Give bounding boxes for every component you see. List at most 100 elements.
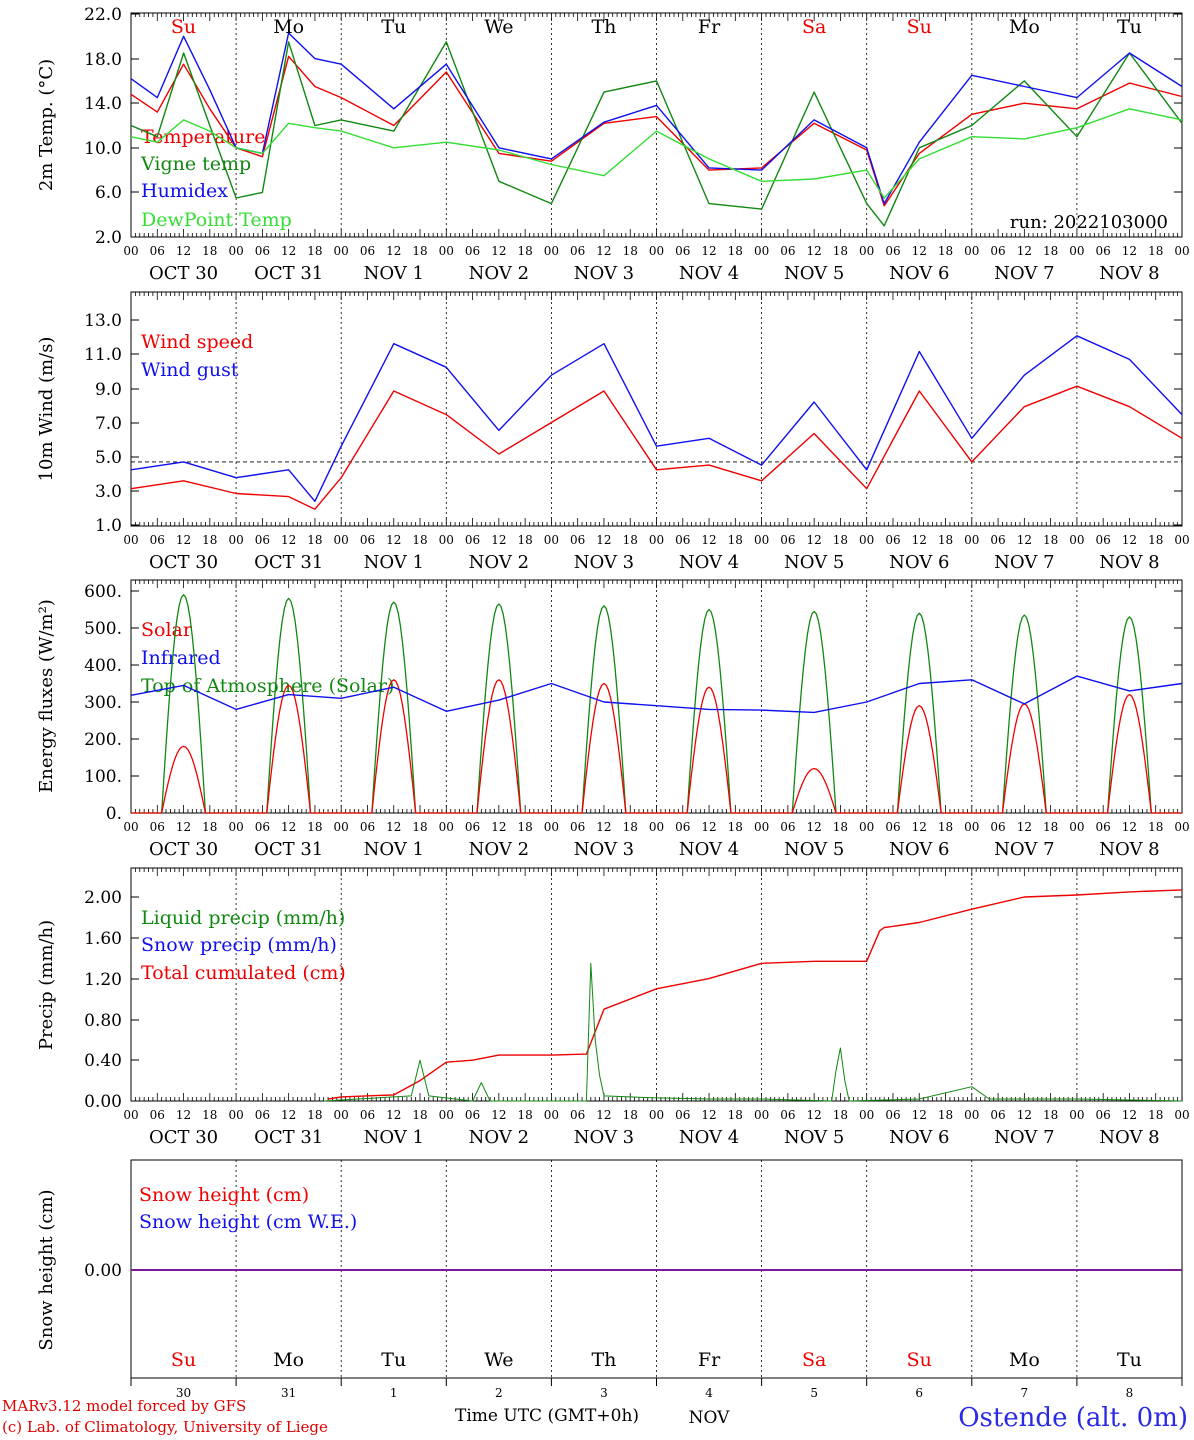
hour-tick-label: 00 — [123, 533, 138, 547]
hour-tick-label: 00 — [228, 244, 243, 258]
run-label: run: 2022103000 — [1010, 212, 1168, 233]
date-label: NOV 5 — [784, 263, 844, 284]
hour-tick-label: 18 — [728, 244, 743, 258]
date-label: NOV 1 — [364, 552, 424, 573]
date-label: NOV 3 — [574, 552, 634, 573]
hour-tick-label: 18 — [307, 1108, 322, 1122]
wind-gust-line — [130, 335, 1183, 502]
legend-entry: Vigne temp — [140, 153, 251, 175]
hour-tick-label: 18 — [728, 1108, 743, 1122]
hour-tick-label: 06 — [990, 244, 1005, 258]
hour-tick-label: 06 — [255, 244, 270, 258]
hour-tick-label: 06 — [675, 820, 690, 834]
hour-tick-label: 06 — [885, 244, 900, 258]
y-tick-label: 0.00 — [84, 1092, 122, 1112]
hour-tick-label: 12 — [491, 533, 506, 547]
day-number: 4 — [705, 1386, 713, 1400]
hour-tick-label: 18 — [202, 533, 217, 547]
y-tick-label: 0.40 — [84, 1051, 122, 1071]
date-label: NOV 8 — [1099, 839, 1159, 860]
hour-tick-label: 12 — [1017, 820, 1032, 834]
hour-tick-label: 00 — [439, 244, 454, 258]
hour-tick-label: 06 — [570, 820, 585, 834]
date-label: NOV 1 — [364, 839, 424, 860]
hour-tick-label: 06 — [675, 1108, 690, 1122]
legend-entry: Top of Atmosphere (Solar) — [141, 675, 394, 697]
date-label: NOV 6 — [889, 263, 949, 284]
hour-tick-label: 12 — [912, 244, 927, 258]
hour-tick-label: 18 — [202, 244, 217, 258]
station-label: Ostende (alt. 0m) — [958, 1403, 1188, 1433]
hour-tick-label: 06 — [1096, 820, 1111, 834]
hour-tick-label: 06 — [150, 244, 165, 258]
hour-tick-label: 00 — [123, 244, 138, 258]
hour-tick-label: 06 — [150, 1108, 165, 1122]
date-label: NOV 3 — [574, 839, 634, 860]
weekday-label: Th — [591, 16, 616, 38]
hour-tick-label: 06 — [255, 1108, 270, 1122]
total-cumulated-cm-line — [327, 889, 1183, 1100]
y-tick-label: 1.0 — [95, 516, 122, 536]
hour-tick-label: 00 — [649, 244, 664, 258]
hour-tick-label: 06 — [675, 244, 690, 258]
date-label: NOV 7 — [994, 839, 1054, 860]
hour-tick-label: 12 — [1017, 244, 1032, 258]
hour-tick-label: 00 — [1174, 1108, 1189, 1122]
hour-tick-label: 00 — [228, 533, 243, 547]
hour-tick-label: 18 — [938, 1108, 953, 1122]
time-axis-title: Time UTC (GMT+0h) — [455, 1406, 640, 1426]
model-credit: MARv3.12 model forced by GFS — [2, 1397, 247, 1415]
hour-tick-label: 18 — [202, 1108, 217, 1122]
hour-tick-label: 00 — [439, 1108, 454, 1122]
legend-entry: Wind speed — [141, 331, 253, 353]
date-label: NOV 3 — [574, 1127, 634, 1148]
hour-tick-label: 06 — [1096, 1108, 1111, 1122]
y-tick-label: 200. — [84, 730, 122, 750]
date-label: NOV 7 — [994, 1127, 1054, 1148]
weekday-label: Su — [907, 16, 932, 38]
date-label: NOV 6 — [889, 839, 949, 860]
date-label: NOV 3 — [574, 263, 634, 284]
hour-tick-label: 18 — [1148, 244, 1163, 258]
date-label: NOV 4 — [679, 263, 739, 284]
hour-tick-label: 00 — [964, 244, 979, 258]
weekday-label: Tu — [381, 16, 406, 38]
hour-tick-label: 00 — [123, 1108, 138, 1122]
hour-tick-label: 18 — [938, 533, 953, 547]
y-tick-label: 100. — [84, 767, 122, 787]
y-tick-label: 0.00 — [84, 1261, 122, 1281]
weekday-label: Mo — [1009, 16, 1040, 38]
weekday-label: Su — [171, 16, 196, 38]
y-axis-label: Snow height (cm) — [36, 1189, 57, 1350]
hour-tick-label: 00 — [649, 1108, 664, 1122]
hour-tick-label: 12 — [281, 533, 296, 547]
hour-tick-label: 18 — [728, 533, 743, 547]
hour-tick-label: 12 — [491, 1108, 506, 1122]
weekday-label: Mo — [1009, 1349, 1040, 1371]
hour-tick-label: 12 — [1122, 244, 1137, 258]
hour-tick-label: 12 — [281, 244, 296, 258]
hour-tick-label: 12 — [807, 533, 822, 547]
hour-tick-label: 12 — [386, 244, 401, 258]
hour-tick-label: 12 — [807, 820, 822, 834]
dewpoint-temp-line — [130, 108, 1183, 199]
weekday-label: Sa — [802, 1349, 826, 1371]
hour-tick-label: 12 — [176, 244, 191, 258]
hour-tick-label: 12 — [912, 1108, 927, 1122]
weekday-label: Fr — [698, 16, 721, 38]
day-number: 6 — [915, 1386, 923, 1400]
month-label: NOV — [689, 1408, 731, 1428]
hour-tick-label: 00 — [544, 1108, 559, 1122]
date-label: NOV 1 — [364, 1127, 424, 1148]
hour-tick-label: 12 — [912, 533, 927, 547]
hour-tick-label: 18 — [728, 820, 743, 834]
wind-speed-line — [130, 385, 1183, 510]
hour-tick-label: 12 — [1122, 533, 1137, 547]
hour-tick-label: 06 — [360, 533, 375, 547]
hour-tick-label: 00 — [334, 820, 349, 834]
date-label: NOV 2 — [469, 839, 529, 860]
hour-tick-label: 12 — [176, 1108, 191, 1122]
day-number: 2 — [495, 1386, 503, 1400]
y-tick-label: 2.00 — [84, 888, 122, 908]
